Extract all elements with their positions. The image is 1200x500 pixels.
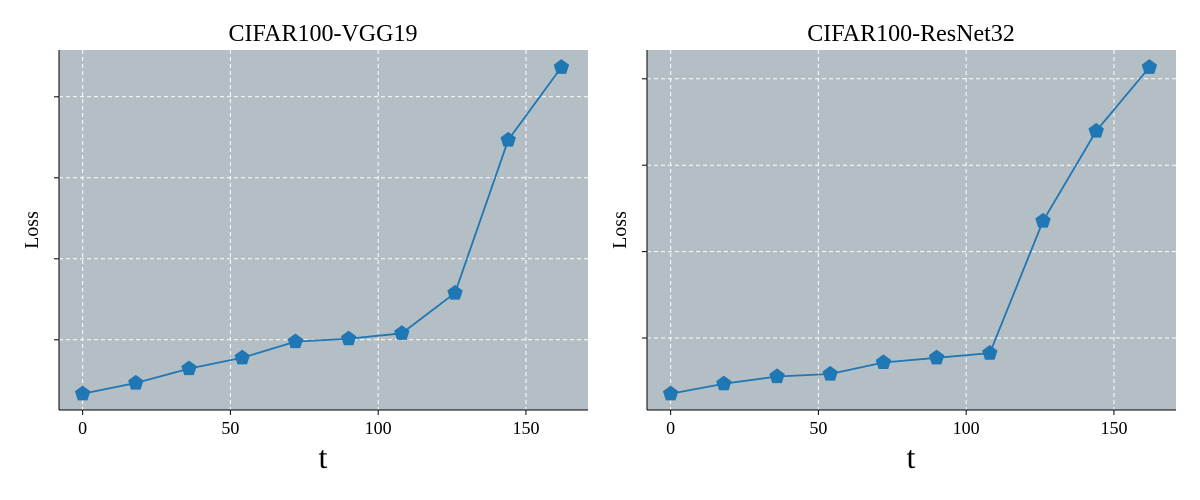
y-axis-label: Loss bbox=[21, 211, 43, 249]
data-point bbox=[234, 349, 250, 365]
data-point bbox=[982, 345, 998, 360]
data-point bbox=[553, 59, 570, 74]
data-point bbox=[928, 349, 945, 365]
x-axis-label: t bbox=[907, 439, 916, 475]
plot-area-1: 0 50 100 150 bbox=[54, 50, 588, 438]
chart-vgg19: CIFAR100-VGG19 t Loss bbox=[21, 21, 417, 475]
data-point bbox=[1088, 122, 1104, 138]
x-tick-label: 150 bbox=[1100, 418, 1127, 438]
data-point bbox=[287, 333, 304, 349]
data-point bbox=[662, 385, 679, 401]
plot-area-2: 0 50 100 150 bbox=[642, 50, 1176, 438]
data-point bbox=[716, 375, 732, 391]
data-point bbox=[128, 374, 144, 390]
x-tick-label: 50 bbox=[809, 418, 827, 438]
x-tick-label: 100 bbox=[365, 418, 392, 438]
data-point bbox=[181, 360, 197, 376]
chart-resnet32: CIFAR100-ResNet32 t Loss bbox=[609, 21, 1015, 475]
data-point bbox=[822, 365, 838, 381]
data-point bbox=[500, 131, 516, 147]
x-tick-label: 150 bbox=[512, 418, 539, 438]
data-point bbox=[447, 284, 463, 300]
data-point bbox=[340, 330, 357, 346]
chart-title: CIFAR100-VGG19 bbox=[229, 21, 418, 47]
data-point bbox=[769, 368, 785, 384]
series-line bbox=[82, 66, 563, 395]
y-axis-label: Loss bbox=[609, 211, 631, 249]
x-tick-label: 0 bbox=[78, 418, 87, 438]
data-point bbox=[74, 385, 91, 401]
data-point bbox=[394, 325, 410, 340]
plot-background bbox=[59, 50, 588, 410]
data-point bbox=[1035, 212, 1051, 228]
x-axis-label: t bbox=[319, 439, 328, 475]
series-line bbox=[670, 66, 1151, 395]
chart-title: CIFAR100-ResNet32 bbox=[807, 21, 1015, 47]
data-point bbox=[875, 354, 892, 370]
data-point bbox=[1141, 59, 1158, 74]
x-tick-label: 100 bbox=[953, 418, 980, 438]
x-tick-label: 0 bbox=[666, 418, 675, 438]
plot-background bbox=[647, 50, 1176, 410]
x-tick-label: 50 bbox=[221, 418, 239, 438]
